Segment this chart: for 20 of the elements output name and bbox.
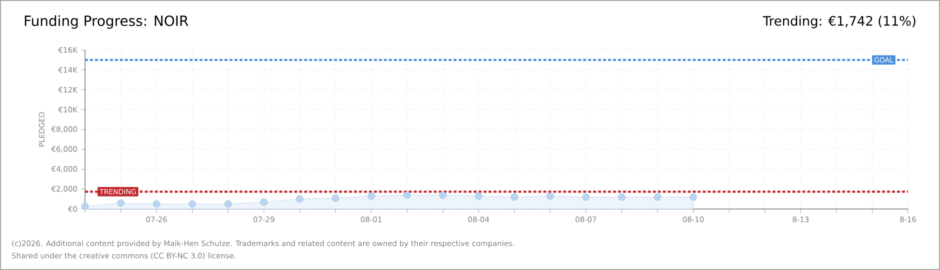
point	[403, 191, 411, 199]
point	[296, 195, 304, 203]
point	[474, 192, 482, 200]
point	[510, 193, 518, 201]
point	[260, 198, 268, 206]
point	[618, 193, 626, 201]
point	[582, 193, 590, 201]
point	[690, 193, 698, 201]
chart-title: Funding Progress: NOIR	[24, 15, 188, 29]
point	[224, 200, 232, 208]
point	[368, 192, 375, 200]
point	[439, 191, 447, 199]
point	[152, 200, 160, 208]
chart-subtitle: Trending: €1,742 (11%)	[762, 16, 916, 28]
point	[81, 202, 89, 210]
point	[188, 200, 196, 208]
point	[332, 194, 340, 202]
point	[654, 193, 662, 201]
point	[546, 192, 554, 200]
point	[117, 199, 124, 207]
